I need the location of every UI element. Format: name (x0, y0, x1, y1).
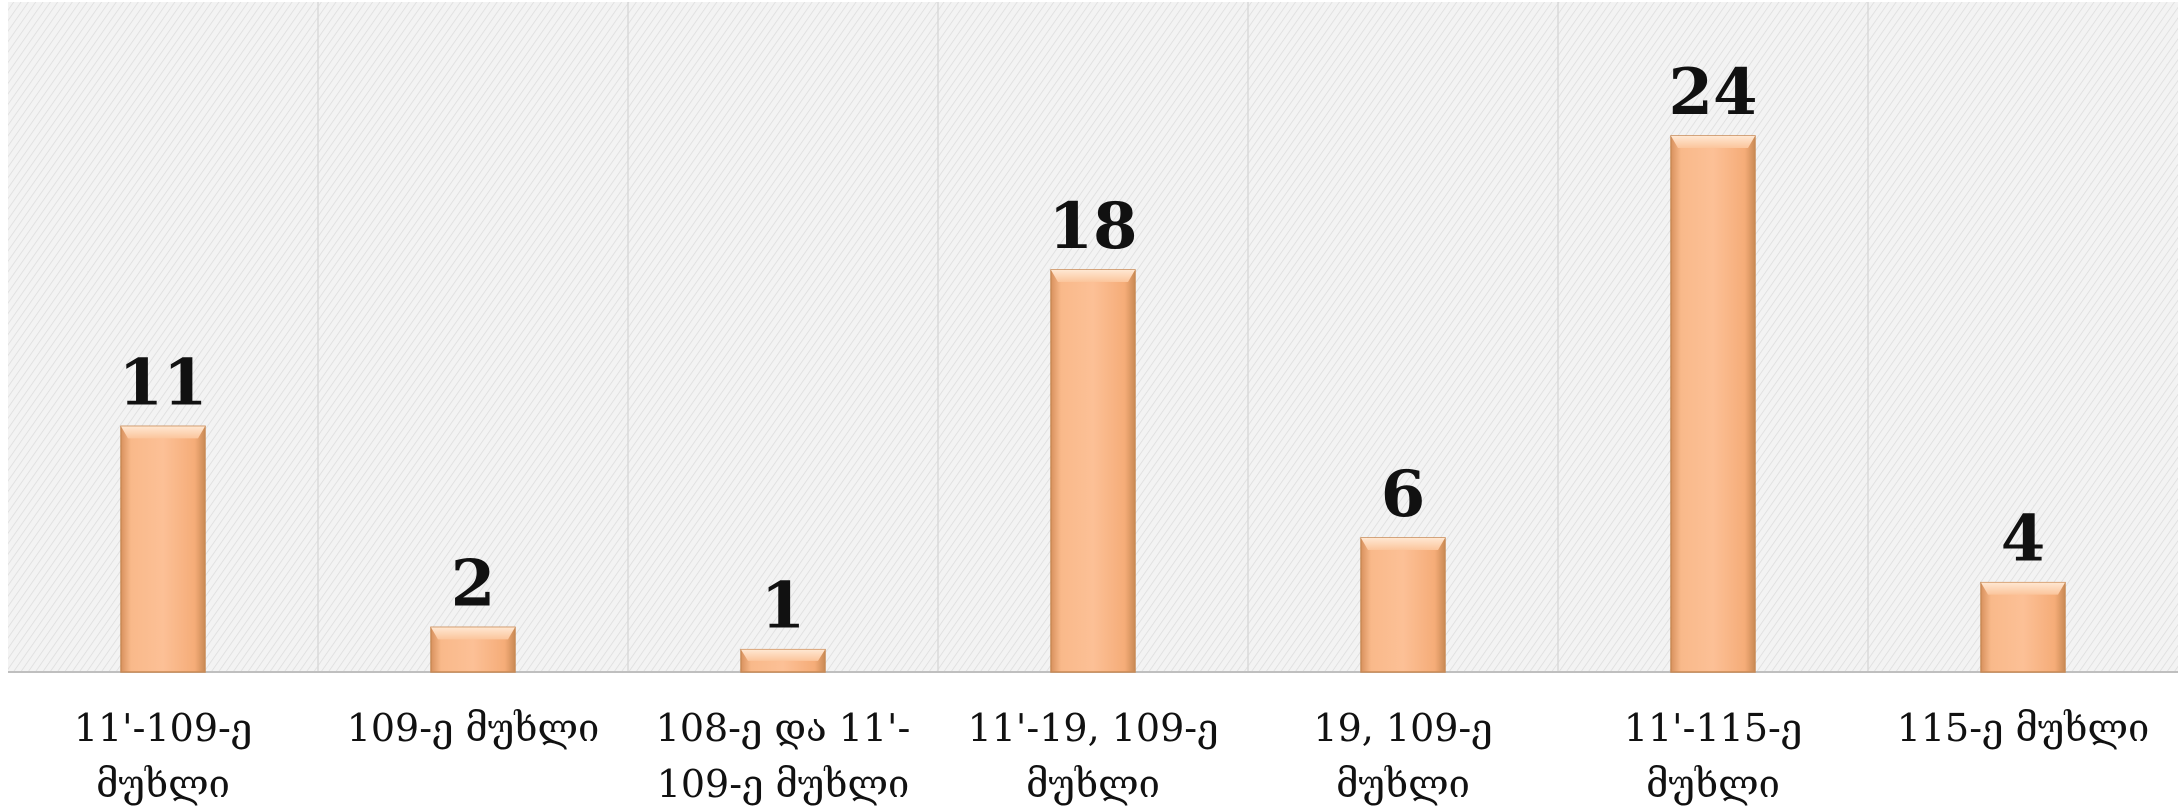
category-label-line: 19, 109-ე (1313, 706, 1493, 750)
data-labels: 11 2 1 18 6 24 4 (118, 55, 2045, 644)
data-label: 11 (118, 345, 207, 420)
bars (120, 135, 2066, 673)
data-label: 6 (1381, 457, 1426, 532)
category-label-line: მუხლი (1336, 762, 1470, 806)
category-label-line: 109-ე მუხლი (656, 762, 910, 806)
category-label: 11'-19, 109-ე მუხლი (943, 700, 1243, 812)
bar-body (1670, 135, 1756, 673)
category-label-line: მუხლი (1026, 762, 1160, 806)
category-label: 108-ე და 11'- 109-ე მუხლი (633, 700, 933, 812)
bar-bevel (1361, 538, 1445, 550)
bar-body (1360, 537, 1446, 673)
bar-bevel (741, 649, 825, 661)
category-label: 19, 109-ე მუხლი (1253, 700, 1553, 812)
bar-bevel (121, 426, 205, 439)
category-label-line: 115-ე მუხლი (1896, 706, 2150, 750)
category-label-line: 108-ე და 11'- (655, 706, 911, 750)
category-label-line: 11'-19, 109-ე (967, 706, 1219, 750)
category-label-line: 11'-115-ე (1623, 706, 1803, 750)
bar-body (1980, 581, 2066, 673)
bar (430, 626, 516, 673)
category-gridlines (317, 2, 1869, 672)
category-label-line: 11'-109-ე (73, 706, 253, 750)
data-label: 18 (1048, 189, 1137, 264)
category-label-line: მუხლი (96, 762, 230, 806)
data-label: 24 (1668, 55, 1757, 130)
bar-bevel (1671, 136, 1755, 148)
bar (740, 648, 826, 673)
category-label: 11'-115-ე მუხლი (1563, 700, 1863, 812)
bar-bevel (431, 627, 515, 640)
bar (1360, 537, 1446, 673)
data-label: 1 (761, 569, 806, 644)
data-label: 2 (451, 546, 496, 621)
bar-bevel (1981, 582, 2065, 595)
category-label: 11'-109-ე მუხლი (13, 700, 313, 812)
category-label-line: მუხლი (1646, 762, 1780, 806)
bar (120, 425, 206, 673)
bar (1050, 269, 1136, 673)
data-label: 4 (2001, 502, 2046, 577)
bar (1670, 135, 1756, 673)
bar-body (1050, 269, 1136, 673)
category-label-line: 109-ე მუხლი (346, 706, 600, 750)
bar-body (120, 425, 206, 673)
category-label: 109-ე მუხლი (323, 700, 623, 756)
bar (1980, 581, 2066, 673)
category-label: 115-ე მუხლი (1873, 700, 2173, 756)
bar-bevel (1051, 270, 1135, 282)
